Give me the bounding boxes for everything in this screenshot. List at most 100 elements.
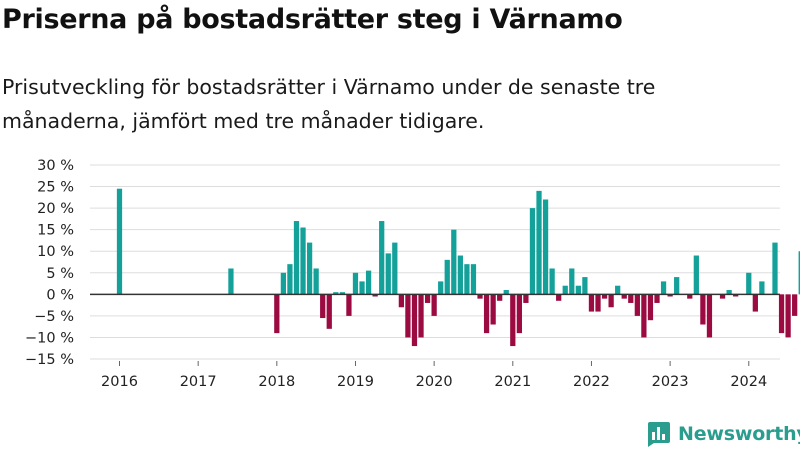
- bar: [569, 268, 575, 295]
- bar: [510, 294, 516, 347]
- chart-subtitle: Prisutveckling för bostadsrätter i Värna…: [2, 75, 656, 133]
- bar: [654, 294, 660, 303]
- bar: [490, 294, 496, 325]
- x-tick-label: 2017: [180, 374, 217, 390]
- bar: [785, 294, 791, 338]
- x-axis-ticks: 2016201720182019202020212022202320242025: [101, 361, 767, 390]
- bar: [542, 199, 549, 295]
- bar: [687, 294, 693, 299]
- bar: [405, 294, 411, 338]
- bar: [379, 221, 385, 295]
- bar: [424, 294, 431, 303]
- bar: [516, 294, 522, 334]
- bar: [798, 251, 800, 295]
- x-tick-label: 2019: [337, 374, 374, 390]
- bar: [477, 294, 483, 299]
- bar: [116, 188, 123, 295]
- bar: [418, 294, 424, 338]
- bar: [647, 294, 654, 321]
- bar: [372, 294, 378, 297]
- bar: [726, 290, 732, 295]
- bar: [529, 208, 536, 295]
- bar: [313, 268, 319, 295]
- y-tick-label: 0 %: [46, 287, 74, 303]
- bar: [333, 292, 339, 295]
- y-tick-label: 25 %: [37, 180, 74, 196]
- bar: [752, 294, 758, 312]
- bar: [293, 221, 300, 295]
- bar: [392, 242, 398, 295]
- bar: [274, 294, 280, 334]
- bar: [667, 294, 673, 297]
- bar: [503, 290, 509, 295]
- bar: [700, 294, 706, 325]
- bar: [778, 294, 785, 334]
- bar: [280, 272, 286, 295]
- bar: [339, 292, 345, 295]
- bar: [588, 294, 595, 312]
- y-tick-label: −10 %: [25, 330, 74, 346]
- y-tick-label: 5 %: [46, 266, 74, 282]
- x-tick-label: 2016: [101, 374, 138, 390]
- bar: [562, 285, 568, 295]
- grid-lines: [90, 164, 780, 360]
- bar: [398, 294, 404, 308]
- x-tick-label: 2024: [730, 374, 767, 390]
- bar: [719, 294, 726, 299]
- bar: [326, 294, 332, 329]
- y-tick-label: 30 %: [37, 158, 74, 174]
- x-tick-label: 2022: [573, 374, 610, 390]
- bar: [746, 272, 752, 295]
- bar: [483, 294, 490, 334]
- bar: [706, 294, 713, 338]
- bar: [575, 285, 581, 295]
- x-tick-label: 2018: [258, 374, 295, 390]
- bar: [306, 242, 313, 295]
- x-tick-label: 2021: [494, 374, 531, 390]
- bar: [582, 277, 588, 295]
- bar: [628, 294, 634, 303]
- bar: [660, 281, 667, 295]
- bar: [228, 268, 234, 295]
- bar: [608, 294, 614, 308]
- y-tick-label: 20 %: [37, 201, 74, 217]
- bar: [621, 294, 627, 299]
- bar: [359, 281, 365, 295]
- x-tick-label: 2020: [416, 374, 453, 390]
- bar: [523, 294, 529, 303]
- bar: [536, 190, 542, 295]
- chart-title: Priserna på bostadsrätter steg i Värnamo: [2, 4, 623, 35]
- y-tick-label: 10 %: [37, 244, 74, 260]
- brand-logo[interactable]: Newsworthy: [645, 420, 800, 448]
- bars: [116, 188, 800, 347]
- bar: [634, 294, 640, 316]
- y-axis-ticks: 30 % 25 % 20 % 15 % 10 % 5 % 0 % −5 % −10 % −15 %: [25, 158, 74, 368]
- bar: [759, 281, 765, 295]
- bar: [451, 229, 457, 295]
- bar: [352, 272, 359, 295]
- bar: [320, 294, 326, 319]
- bar: [641, 294, 647, 338]
- bar: [365, 270, 372, 295]
- bar: [444, 259, 450, 295]
- bar: [772, 242, 778, 295]
- bar: [300, 227, 306, 295]
- y-tick-label: −5 %: [34, 309, 74, 325]
- bar: [556, 294, 562, 301]
- y-tick-label: 15 %: [37, 223, 74, 239]
- bar: [411, 294, 418, 347]
- bar: [549, 268, 555, 295]
- bar-chart-logo-icon: [648, 422, 670, 447]
- x-tick-label: 2023: [652, 374, 689, 390]
- bar: [595, 294, 601, 312]
- bar: [470, 264, 477, 295]
- bar: [385, 253, 391, 295]
- bar: [693, 255, 699, 295]
- bar: [601, 294, 608, 299]
- y-tick-label: −15 %: [25, 352, 74, 368]
- bar: [431, 294, 437, 316]
- bar: [287, 264, 293, 295]
- brand-name: Newsworthy: [678, 423, 800, 445]
- bar: [346, 294, 352, 316]
